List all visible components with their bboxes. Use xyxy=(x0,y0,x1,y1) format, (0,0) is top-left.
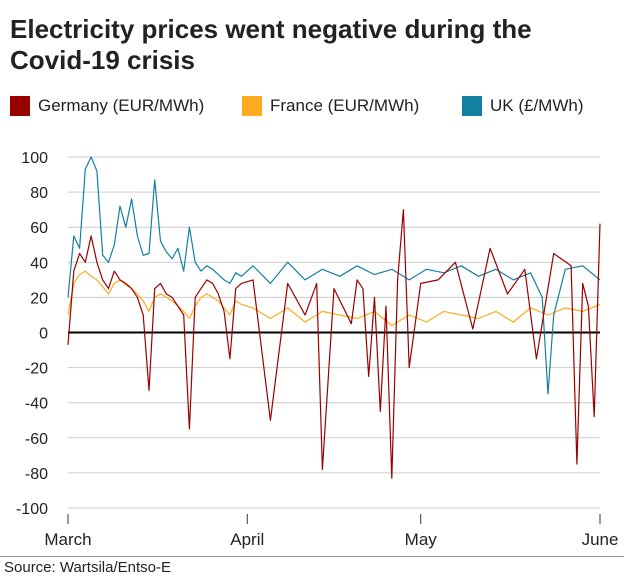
series-line-france xyxy=(67,270,601,327)
y-tick-label: -60 xyxy=(25,431,48,448)
series-line-uk xyxy=(67,156,601,395)
y-tick-label: -40 xyxy=(25,396,48,413)
legend-swatch-uk xyxy=(462,96,482,116)
line-chart: 100 80 60 40 20 0 -20 -40 -60 -80 -100 March April Ma… xyxy=(16,150,619,549)
y-tick-label: -80 xyxy=(25,466,48,483)
chart-title: Electricity prices went negative during … xyxy=(10,14,532,75)
legend-label-uk: UK (£/MWh) xyxy=(490,96,584,115)
legend-item-germany: Germany (EUR/MWh) xyxy=(10,96,204,116)
legend-swatch-france xyxy=(242,96,262,116)
chart-legend: Germany (EUR/MWh) France (EUR/MWh) UK (£… xyxy=(10,96,620,120)
y-tick-label: -20 xyxy=(25,361,48,378)
y-tick-label: 100 xyxy=(21,150,48,167)
legend-label-france: France (EUR/MWh) xyxy=(270,96,420,115)
x-tick-label: May xyxy=(405,530,438,549)
y-tick-label: 20 xyxy=(30,290,48,307)
x-tick-label: March xyxy=(44,530,91,549)
y-tick-label: 80 xyxy=(30,185,48,202)
x-tick-label: June xyxy=(582,530,619,549)
legend-swatch-germany xyxy=(10,96,30,116)
y-tick-label: 0 xyxy=(39,326,48,343)
y-tick-label: -100 xyxy=(16,501,48,518)
y-tick-label: 60 xyxy=(30,220,48,237)
x-tick-label: April xyxy=(230,530,264,549)
y-tick-label: 40 xyxy=(30,255,48,272)
legend-item-france: France (EUR/MWh) xyxy=(242,96,419,116)
series-line-germany xyxy=(67,209,601,479)
legend-label-germany: Germany (EUR/MWh) xyxy=(38,96,205,115)
source-note: Source: Wartsila/Entso-E xyxy=(0,556,624,576)
legend-item-uk: UK (£/MWh) xyxy=(462,96,584,116)
